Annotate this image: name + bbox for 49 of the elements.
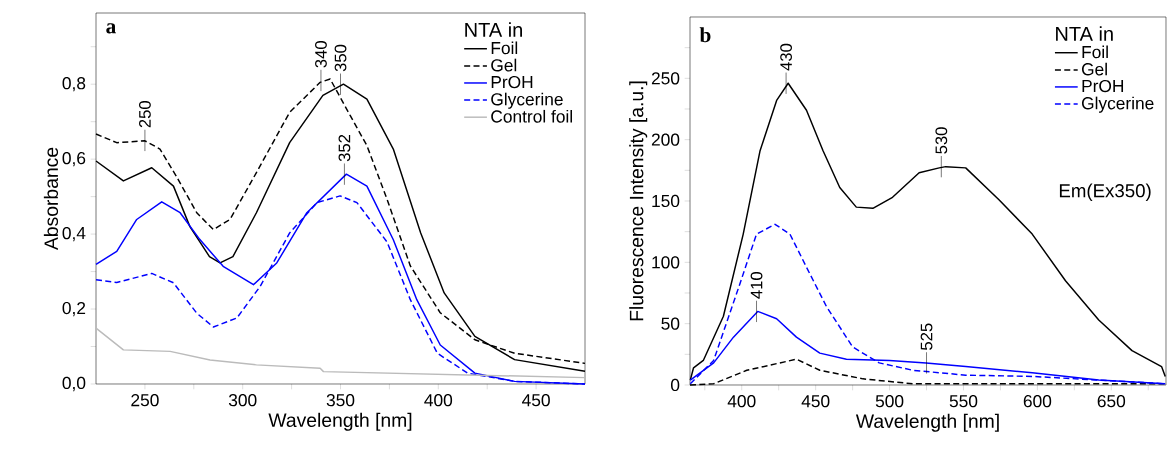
- x-tick-label: 450: [522, 394, 550, 407]
- x-tick-label: 650: [1097, 395, 1126, 408]
- legend-label: Gel: [1081, 62, 1107, 76]
- x-tick-label: 350: [326, 394, 355, 407]
- legend-label: Control foil: [491, 109, 572, 123]
- y-tick-label: 50: [661, 317, 680, 330]
- legend-title: NTA in: [1056, 26, 1113, 41]
- legend-label: Glycerine: [1081, 96, 1154, 113]
- legend-label: PrOH: [491, 75, 533, 89]
- y-axis-title: Absorbance: [43, 147, 59, 251]
- x-tick-label: 250: [131, 394, 159, 407]
- y-tick-label: 0,0: [62, 376, 86, 392]
- line-series: [95, 327, 586, 379]
- legend-label: Glycerine: [491, 92, 563, 109]
- x-tick-label: 600: [1023, 395, 1052, 408]
- y-tick-label: 0: [670, 378, 680, 392]
- y-tick-label: 250: [651, 72, 680, 85]
- annotation: 250: [139, 101, 151, 128]
- x-tick-label: 550: [949, 395, 978, 408]
- x-tick-label: 500: [875, 395, 904, 408]
- y-tick-label: 0,6: [62, 151, 86, 167]
- legend-label: Gel: [491, 58, 517, 72]
- x-tick-label: 450: [801, 395, 830, 408]
- annotation: 530: [935, 127, 948, 154]
- legend-label: Foil: [1082, 45, 1108, 59]
- y-tick-label: 150: [652, 194, 680, 208]
- y-tick-label: 100: [652, 256, 680, 269]
- annotation: 350: [334, 44, 347, 72]
- y-tick-label: 200: [651, 133, 680, 146]
- y-axis-title: Fluorescence Intensity [a.u.]: [629, 81, 648, 321]
- annotation: b: [699, 27, 711, 43]
- y-tick-label: 0,2: [62, 301, 86, 317]
- x-tick-label: 400: [727, 395, 756, 408]
- legend-title: NTA in: [465, 22, 522, 37]
- legend-label: Foil: [491, 41, 518, 55]
- annotation: 430: [780, 43, 792, 71]
- x-axis-title: Wavelength [nm]: [268, 412, 412, 431]
- x-tick-label: 400: [424, 394, 453, 407]
- y-tick-label: 0,8: [62, 77, 86, 92]
- legend-label: PrOH: [1082, 79, 1124, 93]
- annotation: Em(Ex350): [1059, 183, 1151, 202]
- annotation: a: [106, 23, 116, 34]
- y-tick-label: 0,4: [62, 226, 86, 242]
- x-tick-label: 300: [228, 394, 257, 407]
- x-axis-title: Wavelength [nm]: [855, 413, 999, 432]
- annotation: 352: [338, 134, 351, 162]
- annotation: 525: [920, 323, 933, 350]
- annotation: 410: [750, 271, 763, 299]
- annotation: 340: [315, 41, 327, 68]
